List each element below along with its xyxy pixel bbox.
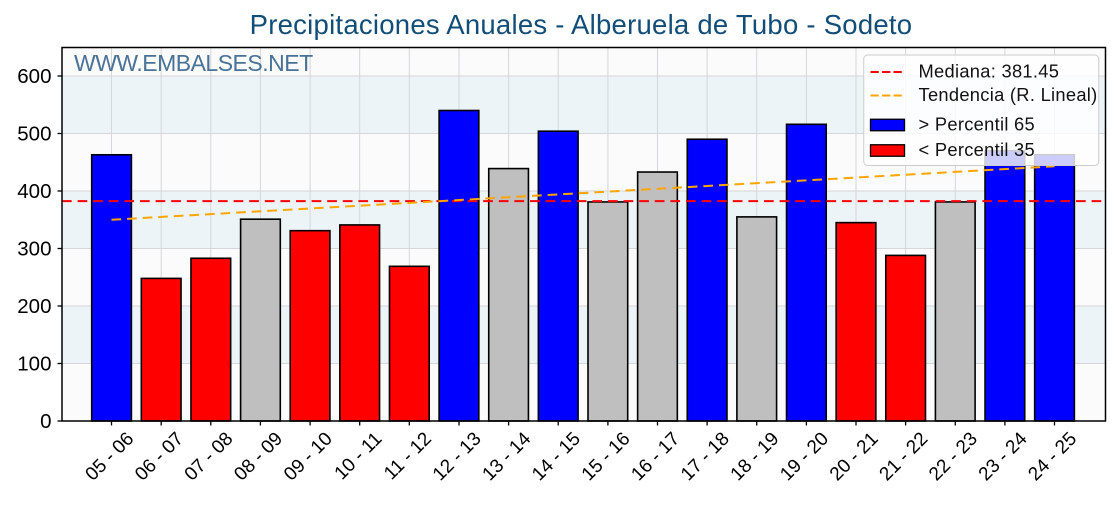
svg-text:600: 600 [17,65,51,88]
svg-text:200: 200 [17,295,51,318]
svg-text:Tendencia (R. Lineal): Tendencia (R. Lineal) [919,84,1098,105]
svg-text:0: 0 [40,410,51,433]
svg-text:Mediana: 381.45: Mediana: 381.45 [919,60,1060,81]
svg-text:400: 400 [17,180,51,203]
svg-text:500: 500 [17,123,51,146]
svg-text:< Percentil 35: < Percentil 35 [919,139,1036,160]
svg-text:Precipitaciones Anuales - Albe: Precipitaciones Anuales - Alberuela de T… [250,9,913,40]
svg-text:WWW.EMBALSES.NET: WWW.EMBALSES.NET [74,50,313,76]
svg-text:300: 300 [17,238,51,261]
svg-text:> Percentil 65: > Percentil 65 [919,113,1036,134]
svg-text:100: 100 [17,353,51,376]
